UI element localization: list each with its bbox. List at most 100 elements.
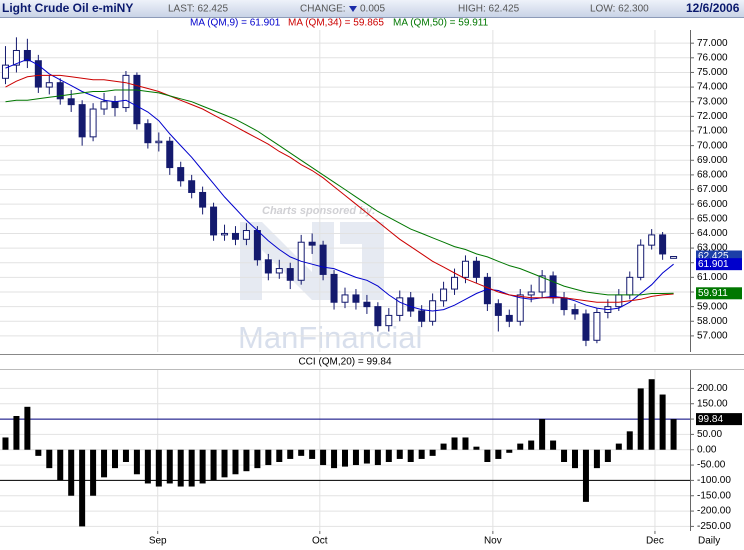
y-tick-label: -50.00 [697, 460, 726, 471]
bar [79, 449, 86, 527]
bar [582, 449, 589, 502]
candle-body [210, 206, 218, 236]
bar [374, 449, 381, 466]
candle-body [582, 313, 590, 341]
last-value-label: 99.84 [698, 414, 723, 425]
y-tick-label: 63.000 [697, 243, 728, 254]
y-tick-label: -100.00 [697, 475, 731, 486]
y-tick-label: 61.000 [697, 272, 728, 283]
watermark-brand: ManFinancial [238, 320, 422, 355]
bar [188, 449, 195, 487]
bar [626, 431, 633, 450]
candle-body [231, 232, 239, 240]
y-tick-label: -250.00 [697, 521, 731, 532]
candle-body [483, 276, 491, 305]
bar [177, 449, 184, 487]
candle-body [626, 276, 634, 296]
last-value-box [696, 413, 742, 426]
y-tick-label: 72.000 [697, 111, 728, 122]
y-tick-label: 66.000 [697, 199, 728, 210]
y-tick-label: 76.000 [697, 52, 728, 63]
bar [615, 443, 622, 450]
candle-body [451, 276, 459, 290]
bar [287, 449, 294, 459]
bar [528, 440, 535, 450]
bar [637, 388, 644, 450]
last-value-box [696, 287, 742, 300]
candle-body [385, 314, 393, 327]
header-stat: HIGH: 62.425 [458, 4, 520, 15]
bar [659, 394, 666, 450]
y-tick-label: 73.000 [697, 96, 728, 107]
bar [166, 449, 173, 484]
candle-body [648, 234, 656, 246]
y-tick-label: 70.000 [697, 140, 728, 151]
x-tick-label: Sep [149, 536, 167, 547]
header-stat: LOW: 62.300 [590, 4, 649, 15]
watermark-sponsor: Charts sponsored by: [262, 205, 376, 217]
change-label: CHANGE: [300, 4, 346, 15]
candle-body [100, 101, 108, 110]
candle-body [23, 49, 31, 62]
bar [57, 449, 64, 481]
bar [561, 449, 568, 462]
header-stat: LAST: 62.425 [168, 4, 228, 15]
candle-body [275, 268, 283, 274]
x-tick-label: Dec [646, 536, 664, 547]
bar [462, 437, 469, 450]
change-value: 0.005 [360, 4, 385, 15]
cci-title: CCI (QM,20) = 99.84 [298, 357, 392, 368]
y-tick-label: -200.00 [697, 506, 731, 517]
bar [473, 446, 480, 450]
candle-body [253, 230, 261, 261]
candle-body [527, 291, 535, 296]
candle-body [45, 82, 53, 88]
y-tick-label: 150.00 [697, 398, 728, 409]
change-arrow [349, 6, 357, 12]
candle-body [155, 140, 163, 144]
bar [385, 449, 392, 462]
y-tick-label: 77.000 [697, 38, 728, 49]
bar [429, 449, 436, 456]
candle-body [12, 49, 20, 66]
last-value-box [696, 258, 742, 271]
bar [265, 449, 272, 466]
bar [298, 449, 305, 456]
candle-body [538, 275, 546, 293]
candle-body [418, 310, 426, 322]
ma-line [5, 74, 674, 303]
candle-body [133, 74, 141, 125]
bar [101, 449, 108, 478]
bar [539, 419, 546, 450]
candle-body [319, 244, 327, 275]
candle-body [177, 167, 185, 182]
bar [331, 449, 338, 469]
y-tick-label: 57.000 [697, 331, 728, 342]
candle-body [516, 294, 524, 322]
y-tick-label: 75.000 [697, 67, 728, 78]
candle-body [341, 294, 349, 303]
last-value-label: 61.901 [698, 259, 729, 270]
candle-body [396, 297, 404, 316]
last-value-label: 59.911 [698, 288, 728, 299]
bar [68, 449, 75, 496]
legend-entry: MA (QM,50) = 59.911 [393, 18, 489, 29]
candle-body [363, 301, 371, 308]
candle-body [122, 74, 130, 109]
y-tick-label: 0.00 [697, 444, 717, 455]
y-tick-label: 59.000 [697, 301, 728, 312]
candle-body [199, 191, 207, 208]
y-tick-label: 74.000 [697, 82, 728, 93]
y-tick-label: 68.000 [697, 170, 728, 181]
bar [396, 449, 403, 459]
x-tick-label: Oct [312, 536, 328, 547]
candle-body [111, 101, 119, 109]
candle-body [78, 104, 86, 138]
y-tick-label: -150.00 [697, 490, 731, 501]
bar [46, 449, 53, 469]
y-tick-label: 65.000 [697, 213, 728, 224]
header-bar [0, 0, 744, 17]
chart-title: Light Crude Oil e-miNY [2, 1, 133, 15]
ma-line [5, 58, 674, 312]
